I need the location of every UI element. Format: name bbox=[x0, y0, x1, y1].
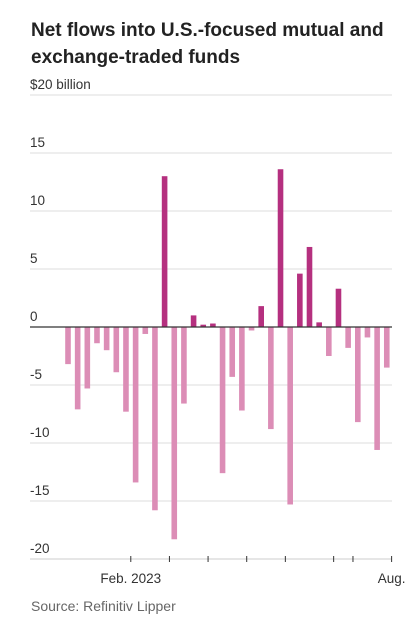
y-tick-label: 5 bbox=[30, 251, 38, 266]
y-tick-label: 0 bbox=[30, 309, 38, 324]
bar bbox=[326, 327, 332, 356]
bar bbox=[94, 327, 100, 344]
bar bbox=[297, 273, 303, 327]
bar bbox=[190, 315, 197, 327]
bar bbox=[142, 327, 149, 334]
bar bbox=[181, 327, 187, 404]
y-tick-label: -10 bbox=[30, 425, 50, 440]
x-tick-label: Feb. 2023 bbox=[100, 571, 161, 586]
bar bbox=[229, 327, 236, 377]
bar bbox=[74, 327, 81, 410]
bar bbox=[335, 288, 342, 327]
bar bbox=[306, 246, 313, 327]
bar bbox=[383, 327, 390, 368]
bar bbox=[152, 327, 158, 511]
y-tick-label: 15 bbox=[30, 135, 45, 150]
bar bbox=[84, 327, 91, 389]
bar bbox=[287, 327, 293, 505]
x-tick-label: Aug. bbox=[378, 571, 406, 586]
y-tick-label: -5 bbox=[30, 367, 42, 382]
y-tick-label: 10 bbox=[30, 193, 45, 208]
bar bbox=[258, 306, 264, 327]
bar bbox=[277, 169, 284, 327]
y-tick-label: -20 bbox=[30, 541, 50, 556]
bar bbox=[171, 327, 178, 540]
bar bbox=[364, 327, 371, 338]
bar bbox=[210, 323, 216, 327]
bar bbox=[65, 327, 71, 365]
bar bbox=[200, 324, 207, 327]
x-axis: Feb. 2023 Aug. bbox=[30, 556, 406, 586]
bars bbox=[65, 169, 390, 540]
bar bbox=[355, 327, 361, 423]
y-tick-label: $20 billion bbox=[30, 77, 91, 92]
bar bbox=[316, 322, 322, 327]
bar bbox=[219, 327, 226, 474]
source-note: Source: Refinitiv Lipper bbox=[31, 598, 176, 614]
bar-chart: $20 billion 15 10 5 0 -5 -10 -15 -20 Feb. 2023 Au… bbox=[30, 77, 406, 586]
bar bbox=[239, 327, 245, 411]
bar bbox=[268, 327, 274, 430]
bar bbox=[132, 327, 139, 483]
y-tick-label: -15 bbox=[30, 483, 50, 498]
bar bbox=[103, 327, 110, 351]
bar bbox=[113, 327, 120, 373]
bar bbox=[345, 327, 351, 348]
y-axis-labels: $20 billion 15 10 5 0 -5 -10 -15 -20 bbox=[30, 77, 91, 556]
bar bbox=[161, 176, 168, 327]
bar bbox=[248, 327, 255, 331]
bar bbox=[374, 327, 380, 450]
bar bbox=[123, 327, 129, 412]
chart-title: Net flows into U.S.-focused mutual and e… bbox=[31, 20, 384, 68]
